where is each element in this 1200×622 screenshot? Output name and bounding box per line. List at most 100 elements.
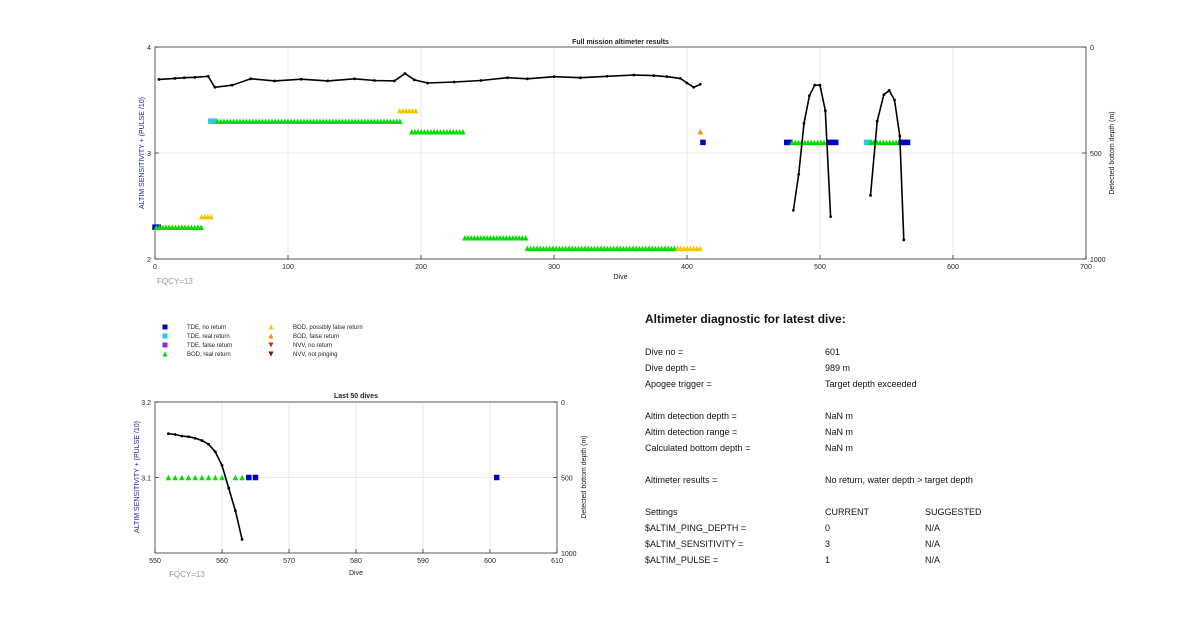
segment-marker xyxy=(784,139,790,146)
setting-row: $ALTIM_PULSE = 1 N/A xyxy=(645,552,1065,568)
apogee-label: Apogee trigger = xyxy=(645,379,712,389)
y-tick-label: 2 xyxy=(147,257,151,264)
data-marker xyxy=(172,474,178,481)
y-tick-label: 3 xyxy=(147,151,151,158)
depth-point xyxy=(240,538,244,541)
detection-depth-row: Altim detection depth = NaN m xyxy=(645,408,1065,424)
segment-marker xyxy=(829,139,836,146)
data-marker xyxy=(219,474,225,481)
depth-point xyxy=(875,119,879,123)
data-marker xyxy=(199,474,205,481)
depth-point xyxy=(829,215,833,219)
settings-header-row: Settings CURRENT SUGGESTED xyxy=(645,504,1065,520)
depth-point xyxy=(526,77,529,81)
x-tick-label: 500 xyxy=(814,264,826,271)
data-marker xyxy=(493,474,500,481)
data-marker xyxy=(205,474,212,481)
segment-marker xyxy=(208,118,214,124)
setting-current: 0 xyxy=(825,523,831,533)
last-50-dives-chart: 550 560 570 580 590 600 610 3.1 3.2 0 500 1000 Last … xyxy=(134,393,588,579)
detection-range-label: Altim detection range = xyxy=(645,427,738,437)
setting-current: 1 xyxy=(825,555,831,565)
depth-point xyxy=(273,79,277,83)
segment-marker xyxy=(412,107,419,114)
results-label: Altimeter results = xyxy=(645,475,718,485)
calculated-depth-value: NaN m xyxy=(825,443,854,453)
y-axis-label: ALTIM SENSITIVITY + (PULSE /10) xyxy=(139,97,146,209)
dive-depth-row: Dive depth = 989 m xyxy=(645,360,1065,376)
setting-row: $ALTIM_SENSITIVITY = 3 N/A xyxy=(645,536,1065,552)
dive-depth-label: Dive depth = xyxy=(645,363,696,373)
depth-point xyxy=(698,82,702,86)
data-marker xyxy=(239,474,245,481)
data-marker xyxy=(185,474,192,481)
depth-point xyxy=(393,79,396,83)
depth-point xyxy=(200,439,204,442)
depth-series-line xyxy=(168,432,243,540)
depth-series-line xyxy=(869,89,905,240)
setting-suggested: N/A xyxy=(925,539,941,549)
depth-point xyxy=(230,83,234,87)
depth-series-line xyxy=(792,84,832,217)
depth-point xyxy=(403,72,407,75)
depth-point xyxy=(326,79,330,83)
setting-current: 3 xyxy=(825,539,831,549)
depth-point xyxy=(220,464,224,467)
calculated-depth-row: Calculated bottom depth = NaN m xyxy=(645,440,1065,456)
depth-point xyxy=(898,134,902,138)
y-tick-label: 4 xyxy=(147,45,151,52)
segment-marker xyxy=(832,139,839,146)
data-marker xyxy=(165,474,172,481)
legend-marker xyxy=(268,342,274,348)
segment-marker xyxy=(901,139,908,146)
chart-title: Last 50 dives xyxy=(334,393,378,400)
x-tick-label: 580 xyxy=(350,558,362,565)
apogee-row: Apogee trigger = Target depth exceeded xyxy=(645,376,1065,392)
y-axis-label: ALTIM SENSITIVITY + (PULSE /10) xyxy=(134,421,141,533)
depth-point xyxy=(227,486,231,490)
depth-point xyxy=(685,81,689,85)
x-tick-label: 0 xyxy=(153,264,157,271)
current-label: CURRENT xyxy=(825,507,869,517)
segment-marker xyxy=(904,139,911,146)
x-tick-label: 400 xyxy=(681,264,693,271)
depth-point xyxy=(552,75,556,79)
depth-point xyxy=(167,432,170,436)
fqcy-annotation: FQCY=13 xyxy=(169,570,205,579)
data-marker xyxy=(192,474,198,481)
segment-marker xyxy=(208,213,214,220)
depth-point xyxy=(207,442,211,446)
calculated-depth-label: Calculated bottom depth = xyxy=(645,443,751,453)
y-right-tick-label: 1000 xyxy=(561,551,577,558)
x-tick-label: 200 xyxy=(415,264,427,271)
y-right-tick-label: 0 xyxy=(561,400,565,407)
x-tick-label: 700 xyxy=(1080,264,1092,271)
depth-point xyxy=(479,79,483,82)
depth-point xyxy=(902,238,906,242)
depth-point xyxy=(678,76,682,80)
data-marker xyxy=(212,474,219,481)
legend-label: BOD, real return xyxy=(187,352,231,358)
depth-point xyxy=(813,83,817,87)
data-marker xyxy=(232,474,239,481)
legend-label: NVV, no return xyxy=(293,343,332,349)
depth-point xyxy=(426,81,430,85)
setting-row: $ALTIM_PING_DEPTH = 0 N/A xyxy=(645,520,1065,536)
legend-label: BOD, possibly false return xyxy=(293,325,363,331)
y-right-axis-label: Detected bottom depth (m) xyxy=(1109,111,1116,194)
diagnostic-panel: Altimeter diagnostic for latest dive: Di… xyxy=(645,312,1065,568)
x-tick-label: 600 xyxy=(484,558,496,565)
segment-marker xyxy=(700,139,706,146)
detection-range-row: Altim detection range = NaN m xyxy=(645,424,1065,440)
depth-point xyxy=(605,74,609,78)
x-tick-label: 300 xyxy=(548,264,560,271)
depth-point xyxy=(299,77,303,81)
x-axis-label: Dive xyxy=(349,570,363,577)
depth-point xyxy=(802,121,806,125)
depth-point xyxy=(187,435,190,439)
legend: TDE, no return TDE, real return TDE, false… xyxy=(162,324,363,358)
segment-marker xyxy=(826,139,833,146)
y-right-tick-label: 1000 xyxy=(1090,257,1106,264)
setting-name: $ALTIM_PULSE = xyxy=(645,555,719,565)
